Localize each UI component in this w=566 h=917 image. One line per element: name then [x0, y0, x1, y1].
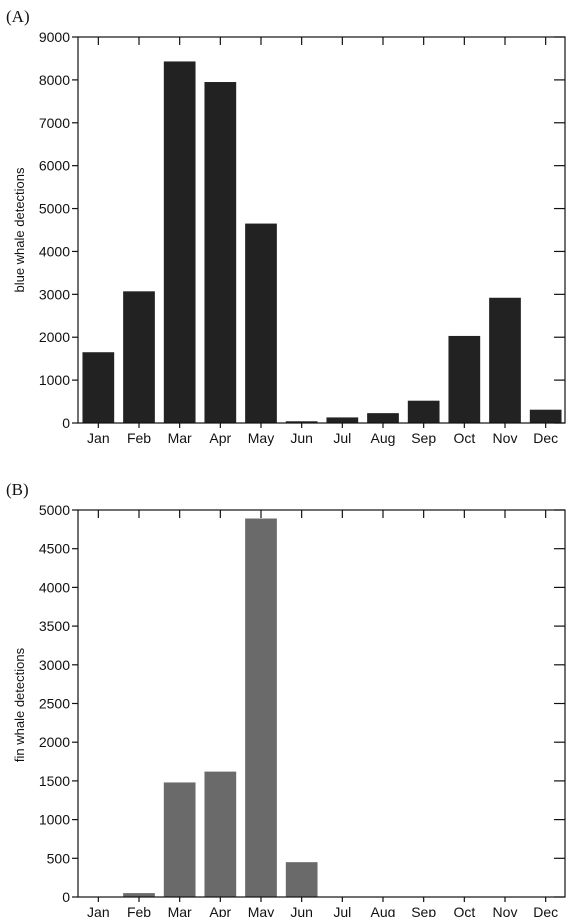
panel-a-bar-nov: [489, 297, 521, 423]
panel-b-x-tick-label-oct: Oct: [453, 904, 475, 917]
panel-b-x-tick-label-apr: Apr: [209, 904, 231, 917]
panel-a-y-tick-labels: 0 1000 2000 3000 4000 5000 6000 7000 8000 9000: [39, 29, 70, 431]
panel-b-y-tick-label: 4500: [39, 541, 70, 557]
panel-a-bar-dec: [529, 409, 562, 423]
panel-a-blue-whale: (A) blue whale detections 0 1000 2000 3000 4…: [6, 7, 566, 446]
panel-b-x-tick-label-jul: Jul: [333, 904, 351, 917]
panel-b-label: (B): [6, 480, 29, 499]
panel-b-x-tick-label-dec: Dec: [533, 904, 558, 917]
panel-b-x-tick-label-nov: Nov: [493, 904, 518, 917]
panel-a-y-tick-label: 6000: [39, 158, 70, 174]
panel-a-axes-frame: [77, 36, 566, 424]
panel-b-x-tick-label-feb: Feb: [127, 904, 151, 917]
panel-a-bars: [82, 61, 562, 423]
panel-b-x-tick-label-aug: Aug: [371, 904, 396, 917]
panel-b-y-tick-label: 1500: [39, 773, 70, 789]
panel-b-ticks: [72, 509, 565, 902]
panel-a-x-tick-labels: Jan Feb Mar Apr May Jun Jul Aug Sep Oct Nov Dec: [87, 430, 558, 446]
panel-b-y-tick-label: 0: [62, 889, 70, 905]
panel-b-bar-may: [245, 518, 277, 897]
panel-a-ticks: [72, 36, 565, 428]
panel-a-bar-mar: [163, 61, 196, 423]
panel-b-y-tick-label: 500: [47, 850, 71, 866]
panel-a-y-axis-title: blue whale detections: [12, 167, 27, 293]
panel-a-bar-jan: [82, 352, 115, 423]
panel-b-bar-jun: [285, 862, 318, 897]
panel-b-bar-apr: [204, 771, 237, 897]
panel-a-x-tick-label-may: May: [248, 430, 274, 446]
panel-a-y-tick-label: 5000: [39, 201, 70, 217]
panel-a-y-tick-label: 7000: [39, 115, 70, 131]
panel-a-y-tick-label: 1000: [39, 372, 70, 388]
panel-b-bar-mar: [163, 782, 196, 897]
panel-b-x-tick-labels: Jan Feb Mar Apr May Jun Jul Aug Sep Oct Nov Dec: [87, 904, 558, 917]
panel-a-bar-feb: [123, 291, 155, 423]
panel-a-label: (A): [6, 7, 30, 26]
panel-a-bar-apr: [204, 82, 237, 423]
panel-b-y-tick-label: 1000: [39, 812, 70, 828]
panel-b-x-tick-label-jan: Jan: [87, 904, 110, 917]
panel-b-fin-whale: (B) fin whale detections 0 500 1000 1500 200…: [6, 480, 566, 917]
panel-b-y-tick-label: 2500: [39, 696, 70, 712]
panel-b-axes-frame: [77, 509, 566, 898]
panel-a-x-tick-label-aug: Aug: [371, 430, 396, 446]
panel-b-y-axis-title: fin whale detections: [12, 647, 27, 762]
panel-a-y-tick-label: 8000: [39, 72, 70, 88]
panel-b-y-tick-label: 3500: [39, 618, 70, 634]
panel-b-bar-feb: [123, 893, 155, 897]
panel-a-x-tick-label-jun: Jun: [290, 430, 313, 446]
panel-a-x-tick-label-oct: Oct: [453, 430, 475, 446]
panel-b-x-tick-label-jun: Jun: [290, 904, 313, 917]
panel-a-x-tick-label-sep: Sep: [411, 430, 436, 446]
panel-b-x-tick-label-mar: Mar: [168, 904, 192, 917]
panel-a-y-tick-label: 2000: [39, 329, 70, 345]
panel-a-bar-oct: [448, 335, 481, 423]
panel-b-y-tick-label: 3000: [39, 657, 70, 673]
panel-a-x-tick-label-jan: Jan: [87, 430, 110, 446]
panel-a-bar-aug: [367, 413, 399, 423]
panel-b-x-tick-label-sep: Sep: [411, 904, 436, 917]
panel-b-y-tick-label: 2000: [39, 734, 70, 750]
panel-a-y-tick-label: 0: [62, 415, 70, 431]
panel-a-bar-sep: [407, 400, 440, 423]
panel-a-x-tick-label-mar: Mar: [168, 430, 192, 446]
panel-b-bars: [123, 518, 318, 897]
panel-a-x-tick-label-feb: Feb: [127, 430, 151, 446]
panel-a-x-tick-label-jul: Jul: [333, 430, 351, 446]
panel-a-x-tick-label-nov: Nov: [493, 430, 518, 446]
panel-a-bar-may: [245, 223, 277, 423]
panel-b-y-tick-labels: 0 500 1000 1500 2000 2500 3000 3500 4000 4500 5000: [39, 502, 70, 905]
panel-a-y-tick-label: 9000: [39, 29, 70, 45]
panel-a-y-tick-label: 3000: [39, 286, 70, 302]
panel-a-bar-jun: [285, 421, 318, 423]
panel-b-y-tick-label: 4000: [39, 579, 70, 595]
panel-a-y-tick-label: 4000: [39, 243, 70, 259]
panel-a-bar-jul: [326, 417, 359, 423]
panel-a-x-tick-label-apr: Apr: [209, 430, 231, 446]
panel-b-x-tick-label-may: May: [248, 904, 274, 917]
panel-a-x-tick-label-dec: Dec: [533, 430, 558, 446]
panel-b-y-tick-label: 5000: [39, 502, 70, 518]
